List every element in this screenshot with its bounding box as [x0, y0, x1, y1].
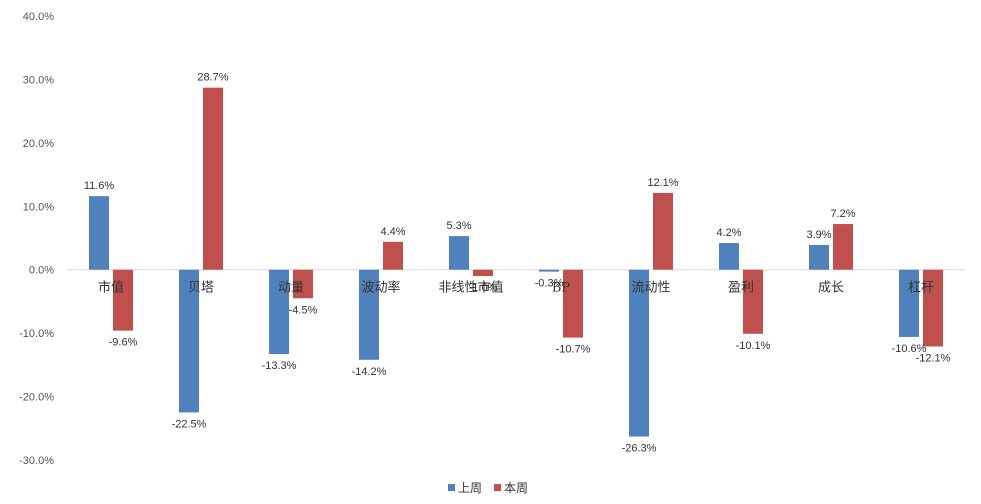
x-axis-categories: 市值 贝塔 动量 波动率 非线性市值 BP 流动性 盈利 成长 杠杆 — [98, 280, 934, 296]
legend-swatch — [494, 484, 501, 491]
bar-last-week — [719, 243, 739, 270]
legend-label: 本周 — [504, 481, 528, 495]
data-label: -1.0% — [469, 282, 498, 294]
bar-last-week — [809, 244, 829, 270]
data-label: -22.5% — [172, 418, 207, 430]
data-label: 5.3% — [446, 220, 471, 232]
data-label: -10.1% — [736, 340, 771, 352]
y-axis-ticks: 40.0% 30.0% 20.0% 10.0% 0.0% -10.0% -20.0% -30.… — [19, 11, 54, 467]
data-label: -0.3% — [535, 278, 564, 290]
bar-this-week — [653, 192, 673, 270]
bar-last-week — [359, 269, 379, 360]
bars — [89, 87, 943, 437]
bar-last-week — [269, 269, 289, 355]
legend: 上周 本周 — [448, 481, 528, 495]
bar-last-week — [899, 269, 919, 337]
y-tick-label: -10.0% — [19, 328, 54, 340]
data-label: 11.6% — [84, 180, 115, 192]
y-tick-label: 20.0% — [23, 138, 54, 150]
x-category-label: 动量 — [278, 281, 304, 296]
y-tick-label: 0.0% — [29, 265, 54, 277]
bar-this-week — [383, 241, 403, 270]
bar-this-week — [833, 224, 853, 270]
bar-this-week — [293, 269, 313, 299]
x-category-label: 非线性市值 — [438, 280, 503, 296]
y-tick-label: -30.0% — [19, 455, 54, 467]
x-category-label: 波动率 — [361, 280, 400, 296]
x-category-label: 盈利 — [728, 281, 754, 296]
y-tick-label: -20.0% — [19, 392, 54, 404]
x-category-label: 杠杆 — [908, 280, 934, 296]
data-label: 12.1% — [647, 177, 678, 189]
data-label: -10.6% — [892, 343, 927, 355]
data-label: 28.7% — [197, 72, 228, 84]
x-category-label: BP — [552, 281, 571, 296]
data-label: 4.4% — [380, 226, 405, 238]
data-labels: 11.6% -9.6% -22.5% 28.7% -13.3% -4.5% -14.2% 4.… — [84, 72, 951, 455]
x-category-label: 贝塔 — [188, 281, 214, 296]
bar-this-week — [113, 269, 133, 331]
bar-this-week — [473, 269, 493, 277]
data-label: -14.2% — [352, 366, 387, 378]
y-tick-label: 40.0% — [23, 11, 54, 23]
bar-last-week — [179, 269, 199, 413]
data-label: -9.6% — [109, 337, 138, 349]
data-label: -26.3% — [622, 443, 657, 455]
legend-swatch — [448, 484, 455, 491]
bar-last-week — [449, 236, 469, 270]
x-category-label: 流动性 — [631, 281, 670, 296]
data-label: 4.2% — [716, 227, 741, 239]
bar-last-week — [539, 269, 559, 272]
bar-this-week — [923, 269, 943, 347]
data-label: -10.7% — [556, 344, 591, 356]
legend-label: 上周 — [458, 481, 482, 495]
y-tick-label: 10.0% — [23, 201, 54, 213]
bar-this-week — [203, 87, 223, 270]
y-tick-label: 30.0% — [23, 74, 54, 86]
data-label: 7.2% — [830, 208, 855, 220]
data-label: 3.9% — [806, 229, 831, 241]
bar-this-week — [563, 269, 583, 338]
x-category-label: 成长 — [818, 281, 844, 296]
data-label: -4.5% — [289, 304, 318, 316]
bar-last-week — [89, 196, 109, 270]
data-label: -12.1% — [916, 352, 951, 364]
data-label: -13.3% — [262, 360, 297, 372]
x-category-label: 市值 — [98, 280, 124, 296]
bar-this-week — [743, 269, 763, 334]
bar-last-week — [629, 269, 649, 437]
